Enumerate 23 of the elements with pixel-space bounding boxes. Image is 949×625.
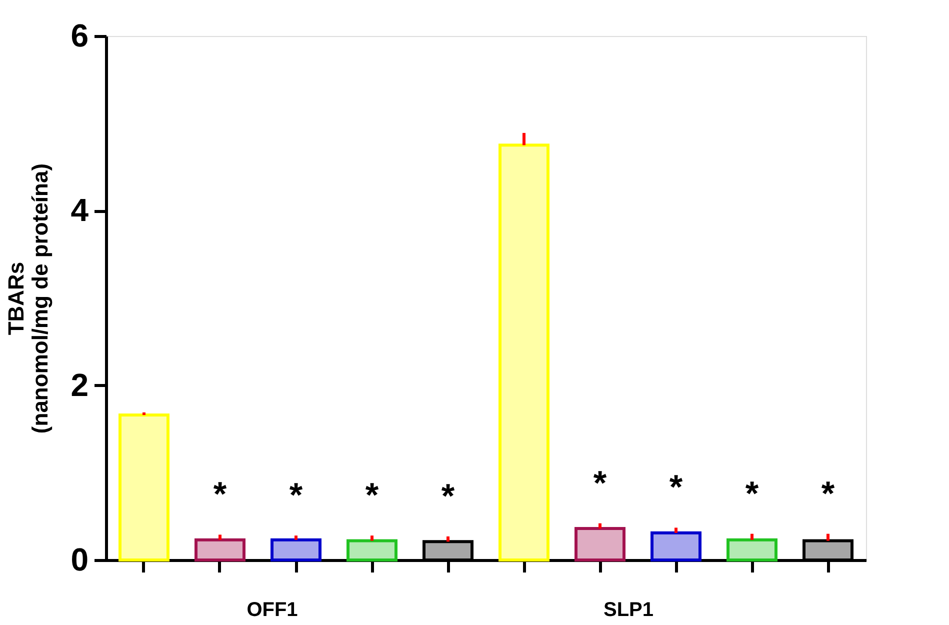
y-tick-label: 4 [70, 192, 89, 228]
y-tick-label: 6 [70, 18, 88, 54]
bar [498, 144, 550, 562]
y-tick-label: 0 [70, 542, 88, 578]
y-axis-title: TBARs (nanomol/mg de proteína) [4, 163, 53, 434]
bar [650, 531, 702, 562]
data-label: * [289, 476, 304, 515]
data-label: * [593, 464, 608, 502]
data-label: * [821, 474, 836, 513]
bar [726, 538, 778, 562]
data-label: * [365, 476, 380, 515]
bar [118, 414, 170, 562]
data-label: * [441, 477, 456, 516]
data-label: * [745, 474, 760, 513]
text: SLP1 [603, 599, 654, 621]
bar [270, 538, 322, 562]
data-label: * [669, 468, 684, 507]
bar [346, 539, 398, 562]
text: OFF1 [246, 599, 298, 621]
y-tick-label: 2 [70, 366, 88, 403]
bar [574, 527, 626, 562]
bar [194, 538, 246, 562]
data-label: * [213, 476, 228, 514]
